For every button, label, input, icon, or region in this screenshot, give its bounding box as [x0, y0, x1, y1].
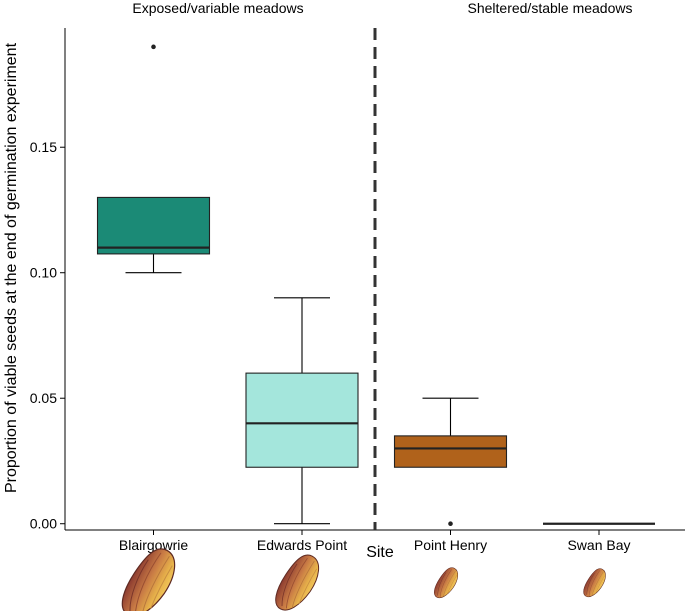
seed-ridge	[437, 572, 447, 596]
seed-ridge	[588, 570, 600, 597]
y-axis-title: Proportion of viable seeds at the end of…	[3, 42, 20, 493]
seed-icons	[121, 548, 606, 611]
seed-ridge	[443, 570, 456, 597]
box-body	[393, 435, 508, 468]
seed-shape	[433, 567, 459, 599]
seed-ridge	[446, 575, 457, 595]
seed-icon	[433, 567, 459, 599]
seed-ridge	[439, 569, 452, 597]
x-tick-label: Point Henry	[414, 537, 487, 553]
seed-ridge	[586, 573, 595, 595]
outlier-point	[448, 521, 453, 527]
box-body	[96, 196, 211, 255]
seed-ridge	[285, 558, 308, 609]
seed-shape	[583, 568, 606, 598]
box-edwards-point	[245, 297, 359, 525]
seed-icon	[275, 554, 319, 611]
outlier-point	[151, 44, 156, 50]
seed-ridge	[141, 555, 170, 611]
box-point-henry	[393, 397, 508, 527]
y-ticks: 0.00 0.05 0.10 0.15	[30, 139, 65, 532]
y-tick-label: 0.00	[30, 516, 57, 532]
y-tick-label: 0.15	[30, 139, 57, 155]
x-tick-label: Edwards Point	[257, 537, 347, 553]
group-label-sheltered: Sheltered/stable meadows	[468, 0, 633, 16]
seed-shape	[121, 548, 176, 611]
boxes	[96, 44, 655, 527]
y-tick-label: 0.05	[30, 390, 57, 406]
seed-ridge	[291, 560, 315, 608]
seed-ridge	[134, 552, 162, 611]
group-label-exposed: Exposed/variable meadows	[132, 0, 303, 16]
seed-ridge	[281, 563, 298, 607]
x-ticks: Blairgowrie Edwards Point Point Henry Swan …	[119, 530, 631, 553]
y-tick-label: 0.10	[30, 265, 57, 281]
x-tick-label: Blairgowrie	[119, 537, 188, 553]
x-axis-title: Site	[366, 544, 394, 561]
box-blairgowrie	[96, 44, 211, 274]
seed-icon	[121, 548, 176, 611]
seed-ridge	[129, 559, 149, 611]
box-body	[245, 372, 359, 468]
x-tick-label: Swan Bay	[567, 537, 630, 553]
seed-shape	[275, 554, 319, 611]
seed-icon	[583, 568, 606, 598]
seed-ridge	[150, 565, 173, 609]
seed-ridge	[595, 575, 605, 594]
seed-ridge	[298, 568, 318, 605]
seed-ridge	[591, 571, 604, 596]
